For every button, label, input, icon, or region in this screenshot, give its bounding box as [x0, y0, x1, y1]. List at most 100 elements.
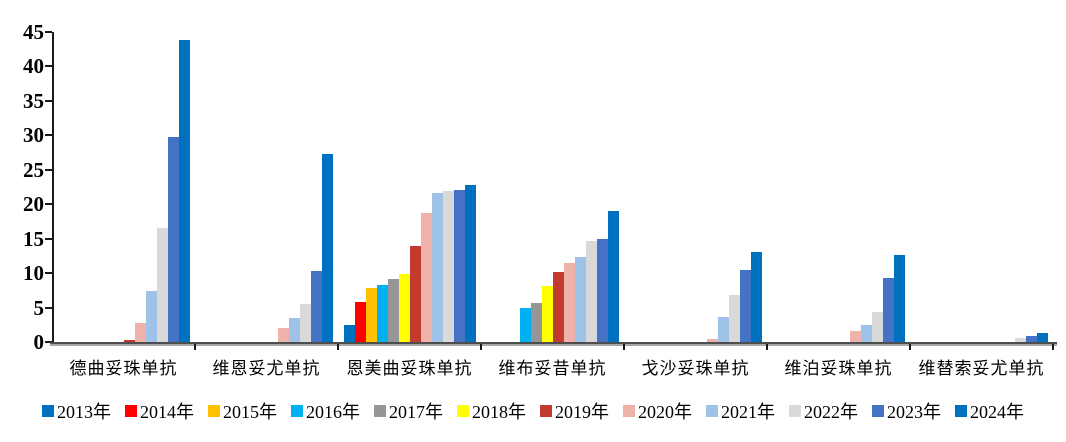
bar-2024年-恩美曲妥珠单抗 [464, 184, 476, 342]
x-axis-tick-mark [194, 344, 196, 350]
legend-swatch-icon [789, 405, 801, 417]
legend-label: 2024年 [970, 402, 1024, 422]
bar-2020年-维泊妥珠单抗 [849, 330, 861, 342]
category-label-恩美曲妥珠单抗: 恩美曲妥珠单抗 [346, 359, 473, 378]
bar-2022年-维泊妥珠单抗 [871, 311, 883, 342]
bar-2013年-恩美曲妥珠单抗 [343, 324, 355, 342]
category-label-维替索妥尤单抗: 维替索妥尤单抗 [918, 359, 1045, 378]
bar-2024年-维布妥昔单抗 [607, 211, 619, 342]
legend-item-2015年: 2015年 [208, 398, 277, 424]
bar-2022年-维替索妥尤单抗 [1014, 337, 1026, 342]
y-axis-tick-mark [45, 203, 52, 206]
bar-2024年-德曲妥珠单抗 [178, 40, 190, 342]
legend-label: 2014年 [140, 402, 194, 422]
legend-item-2017年: 2017年 [374, 398, 443, 424]
bar-2020年-恩美曲妥珠单抗 [420, 213, 432, 342]
bar-2022年-恩美曲妥珠单抗 [442, 191, 454, 342]
legend-item-2024年: 2024年 [955, 398, 1024, 424]
legend-item-2022年: 2022年 [789, 398, 858, 424]
bar-2016年-维布妥昔单抗 [519, 307, 531, 342]
legend-label: 2017年 [389, 402, 443, 422]
x-axis-tick-mark [909, 344, 911, 350]
bar-2021年-德曲妥珠单抗 [145, 291, 157, 342]
bar-2021年-维泊妥珠单抗 [860, 324, 872, 342]
bar-2018年-恩美曲妥珠单抗 [398, 273, 410, 342]
x-axis-line [50, 342, 1057, 344]
y-axis-tick-label: 40 [23, 54, 44, 79]
bar-2021年-恩美曲妥珠单抗 [431, 192, 443, 342]
bar-2023年-戈沙妥珠单抗 [739, 269, 751, 342]
bar-2017年-恩美曲妥珠单抗 [387, 278, 399, 342]
bar-2015年-恩美曲妥珠单抗 [365, 287, 377, 342]
legend: 2013年 2014年 2015年 2016年 2017年 2018年 2019年 2020年… [0, 398, 1066, 424]
legend-swatch-icon [208, 405, 220, 417]
x-axis-line-shadow [50, 344, 1057, 346]
bar-2023年-恩美曲妥珠单抗 [453, 189, 465, 342]
legend-swatch-icon [955, 405, 967, 417]
legend-swatch-icon [540, 405, 552, 417]
bar-2019年-德曲妥珠单抗 [123, 339, 135, 342]
bar-2023年-维恩妥尤单抗 [310, 271, 322, 342]
bar-2024年-戈沙妥珠单抗 [750, 251, 762, 342]
legend-swatch-icon [457, 405, 469, 417]
legend-label: 2020年 [638, 402, 692, 422]
legend-swatch-icon [125, 405, 137, 417]
bar-2017年-维布妥昔单抗 [530, 303, 542, 342]
y-axis-tick-mark [45, 237, 52, 240]
category-label-戈沙妥珠单抗: 戈沙妥珠单抗 [641, 359, 750, 378]
legend-swatch-icon [872, 405, 884, 417]
x-axis-tick-mark [480, 344, 482, 350]
legend-item-2020年: 2020年 [623, 398, 692, 424]
bar-2019年-恩美曲妥珠单抗 [409, 245, 421, 342]
legend-label: 2019年 [555, 402, 609, 422]
bar-2024年-维替索妥尤单抗 [1036, 333, 1048, 342]
legend-swatch-icon [291, 405, 303, 417]
bar-2014年-恩美曲妥珠单抗 [354, 302, 366, 342]
bar-2018年-维布妥昔单抗 [541, 286, 553, 342]
legend-label: 2013年 [57, 402, 111, 422]
y-axis-tick-label: 5 [33, 295, 45, 320]
bar-2023年-德曲妥珠单抗 [167, 136, 179, 342]
bar-2022年-德曲妥珠单抗 [156, 227, 168, 342]
bar-2020年-维布妥昔单抗 [563, 263, 575, 342]
bar-2022年-维布妥昔单抗 [585, 240, 597, 342]
x-axis-tick-mark [337, 344, 339, 350]
legend-item-2013年: 2013年 [42, 398, 111, 424]
y-axis-tick-mark [45, 168, 52, 171]
bar-2023年-维泊妥珠单抗 [882, 277, 894, 342]
legend-item-2021年: 2021年 [706, 398, 775, 424]
legend-label: 2016年 [306, 402, 360, 422]
bar-2020年-戈沙妥珠单抗 [706, 338, 718, 342]
y-axis-tick-label: 10 [23, 261, 44, 286]
y-axis-tick-mark [45, 31, 52, 33]
x-axis-tick-mark [1052, 344, 1054, 350]
bar-2020年-德曲妥珠单抗 [134, 322, 146, 342]
y-axis-tick-mark [45, 65, 52, 68]
y-axis-tick-label: 45 [23, 20, 44, 44]
y-axis-tick-label: 0 [33, 330, 45, 354]
legend-item-2019年: 2019年 [540, 398, 609, 424]
y-axis-tick-label: 25 [23, 157, 44, 182]
legend-label: 2015年 [223, 402, 277, 422]
bar-2023年-维布妥昔单抗 [596, 238, 608, 342]
legend-item-2014年: 2014年 [125, 398, 194, 424]
legend-label: 2021年 [721, 402, 775, 422]
y-axis-tick-mark [45, 99, 52, 102]
bar-2021年-戈沙妥珠单抗 [717, 316, 729, 342]
bar-2023年-维替索妥尤单抗 [1025, 336, 1037, 342]
y-axis-tick-label: 20 [23, 192, 44, 217]
bar-2016年-恩美曲妥珠单抗 [376, 284, 388, 342]
y-axis-tick-mark [45, 272, 52, 275]
legend-item-2016年: 2016年 [291, 398, 360, 424]
bar-2022年-维恩妥尤单抗 [299, 304, 311, 342]
bar-2024年-维泊妥珠单抗 [893, 254, 905, 342]
x-axis-tick-mark [623, 344, 625, 350]
y-axis-tick-mark [45, 341, 52, 343]
category-label-德曲妥珠单抗: 德曲妥珠单抗 [69, 359, 178, 378]
category-label-维泊妥珠单抗: 维泊妥珠单抗 [784, 359, 893, 378]
legend-swatch-icon [623, 405, 635, 417]
legend-label: 2022年 [804, 402, 858, 422]
legend-swatch-icon [42, 405, 54, 417]
category-label-维恩妥尤单抗: 维恩妥尤单抗 [212, 359, 321, 378]
legend-label: 2023年 [887, 402, 941, 422]
